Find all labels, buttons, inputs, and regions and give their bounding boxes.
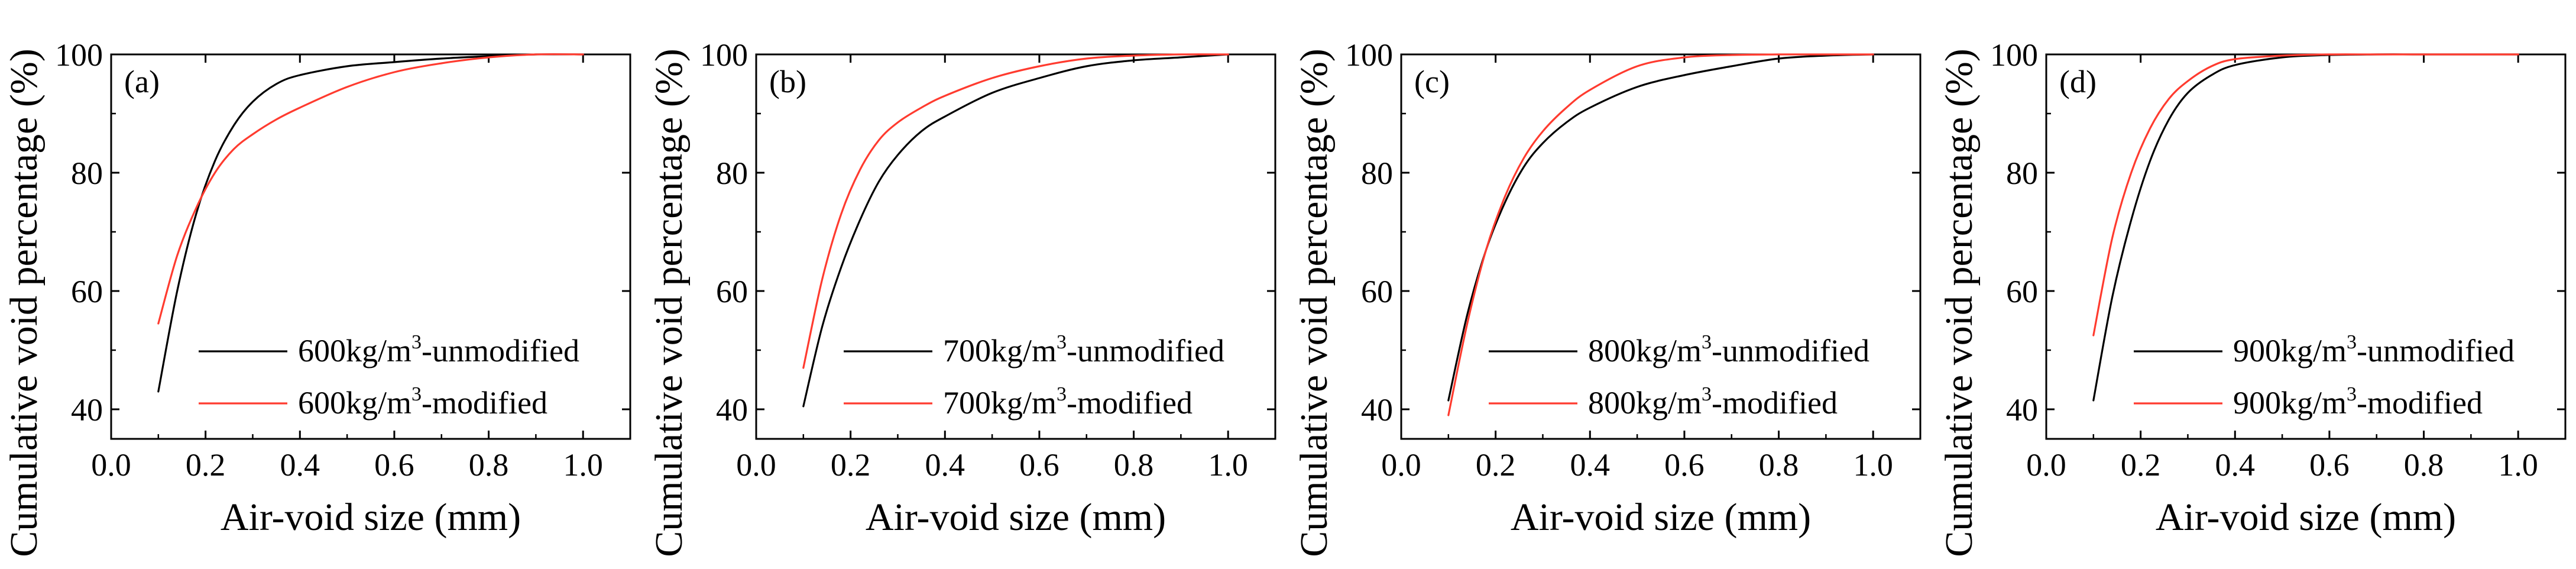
y-tick-label: 60 [71, 274, 103, 309]
x-axis-title: Air-void size (mm) [866, 496, 1166, 539]
legend-label-1: 600kg/m3-modified [298, 383, 547, 421]
chart-panel-0: 0.0 0.2 0.4 0.6 0.8 1.0 40 60 80 100 Air-void size… [2, 37, 631, 557]
y-axis-title: Cumulative void percentage (%) [2, 49, 46, 557]
y-tick-label: 60 [2006, 274, 2038, 309]
chart-panel-1: 0.0 0.2 0.4 0.6 0.8 1.0 40 60 80 100 Air-void size… [647, 37, 1276, 557]
x-tick-label: 0.0 [91, 447, 131, 483]
x-tick-label: 0.0 [2026, 447, 2066, 483]
x-axis-title: Air-void size (mm) [1511, 496, 1811, 539]
y-tick-label: 80 [716, 156, 748, 191]
series-line-1 [802, 53, 1229, 369]
x-tick-label: 0.8 [469, 447, 509, 483]
y-tick-label: 80 [1361, 156, 1393, 191]
x-tick-label: 0.4 [2215, 447, 2256, 483]
x-tick-label: 0.0 [736, 447, 776, 483]
y-axis-title: Cumulative void percentage (%) [1937, 49, 1981, 557]
x-tick-label: 0.4 [1570, 447, 1611, 483]
x-tick-label: 0.6 [374, 447, 414, 483]
plot-frame [1400, 53, 1922, 440]
series-line-0 [802, 53, 1229, 408]
y-tick-label: 80 [71, 156, 103, 191]
plot-frame [110, 53, 631, 440]
legend-label-0: 600kg/m3-unmodified [298, 331, 579, 368]
series-line-1 [157, 53, 584, 325]
legend-label-0: 700kg/m3-unmodified [943, 331, 1224, 368]
series-line-1 [1447, 53, 1874, 416]
x-tick-label: 1.0 [563, 447, 603, 483]
legend-label-1: 900kg/m3-modified [2233, 383, 2483, 421]
x-tick-label: 0.2 [1476, 447, 1516, 483]
panel-label: (b) [769, 64, 806, 99]
x-tick-label: 0.2 [2121, 447, 2161, 483]
y-tick-label: 60 [716, 274, 748, 309]
panel-label: (c) [1414, 64, 1450, 99]
y-tick-label: 40 [71, 392, 103, 428]
x-tick-label: 1.0 [1208, 447, 1248, 483]
series-line-0 [157, 53, 584, 393]
x-tick-label: 0.6 [1019, 447, 1059, 483]
legend-label-1: 700kg/m3-modified [943, 383, 1193, 421]
x-tick-label: 0.8 [2404, 447, 2444, 483]
plot-frame [755, 53, 1276, 440]
chart-panel-3: 0.0 0.2 0.4 0.6 0.8 1.0 40 60 80 100 Air-void size… [1937, 37, 2567, 557]
x-tick-label: 0.8 [1759, 447, 1799, 483]
y-tick-label: 60 [1361, 274, 1393, 309]
y-tick-label: 100 [1990, 37, 2038, 73]
y-axis-title: Cumulative void percentage (%) [1292, 49, 1336, 557]
legend-label-0: 800kg/m3-unmodified [1588, 331, 1869, 368]
y-tick-label: 40 [716, 392, 748, 428]
x-tick-label: 0.6 [2309, 447, 2350, 483]
x-axis-title: Air-void size (mm) [2156, 496, 2456, 539]
y-tick-label: 100 [55, 37, 103, 73]
x-tick-label: 0.2 [831, 447, 871, 483]
y-tick-label: 40 [2006, 392, 2038, 428]
y-tick-label: 100 [1345, 37, 1393, 73]
x-tick-label: 0.6 [1664, 447, 1705, 483]
x-tick-label: 0.4 [925, 447, 965, 483]
x-tick-label: 1.0 [2498, 447, 2538, 483]
x-tick-label: 0.4 [280, 447, 320, 483]
x-tick-label: 1.0 [1853, 447, 1893, 483]
x-tick-label: 0.8 [1114, 447, 1154, 483]
chart-panel-2: 0.0 0.2 0.4 0.6 0.8 1.0 40 60 80 100 Air-void size… [1292, 37, 1922, 557]
x-tick-label: 0.0 [1381, 447, 1421, 483]
legend-label-0: 900kg/m3-unmodified [2233, 331, 2515, 368]
y-tick-label: 80 [2006, 156, 2038, 191]
legend-label-1: 800kg/m3-modified [1588, 383, 1838, 421]
x-tick-label: 0.2 [186, 447, 226, 483]
y-tick-label: 40 [1361, 392, 1393, 428]
series-line-1 [2092, 53, 2519, 337]
x-axis-title: Air-void size (mm) [221, 496, 521, 539]
y-axis-title: Cumulative void percentage (%) [647, 49, 691, 557]
panel-label: (d) [2059, 64, 2097, 99]
panel-label: (a) [124, 64, 160, 99]
y-tick-label: 100 [700, 37, 748, 73]
